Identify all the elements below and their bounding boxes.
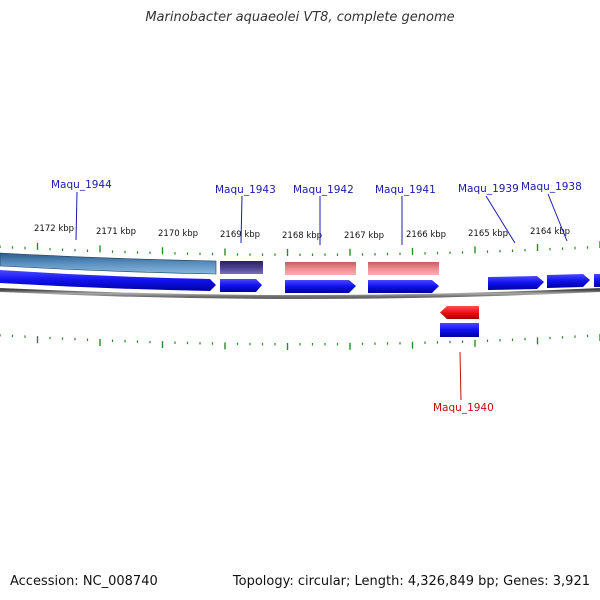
gene-label-maqu-1939[interactable]: Maqu_1939 [458,183,519,195]
gene-arrow-maqu-1942[interactable] [285,280,356,293]
feature-maqu-1942[interactable] [285,262,356,275]
gene-labels: Maqu_1944 Maqu_1943 Maqu_1942 Maqu_1941 … [51,179,582,414]
scale-label-2171: 2171 kbp [96,227,136,237]
gene-arrow-maqu-1939[interactable] [488,276,544,290]
gene-label-maqu-1941[interactable]: Maqu_1941 [375,184,436,196]
scale-label-2172: 2172 kbp [34,224,74,234]
label-leaders [75,191,568,401]
map-title: Marinobacter aquaeolei VT8, complete gen… [145,10,455,25]
leader-maqu-1943 [240,195,243,244]
feature-maqu-1941[interactable] [368,262,439,275]
forward-genes [0,270,600,293]
scale-labels: 2172 kbp 2171 kbp 2170 kbp 2169 kbp 2168… [34,224,570,241]
gene-arrow-partial[interactable] [594,274,600,287]
genome-backbone [0,288,600,299]
scale-label-2165: 2165 kbp [468,229,508,239]
gene-label-maqu-1938[interactable]: Maqu_1938 [521,181,582,193]
gene-label-maqu-1942[interactable]: Maqu_1942 [293,184,354,196]
scale-label-2166: 2166 kbp [406,230,446,240]
gene-arrow-maqu-1940[interactable] [440,306,479,319]
accession-text: Accession: NC_008740 [10,574,158,589]
scale-label-2167: 2167 kbp [344,231,384,241]
gene-block-maqu-1940[interactable] [440,323,479,337]
leader-maqu-1939 [485,195,516,244]
scale-label-2169: 2169 kbp [220,230,260,240]
gene-arrow-maqu-1938[interactable] [547,274,590,288]
feature-maqu-1943[interactable] [220,261,263,274]
gene-label-maqu-1943[interactable]: Maqu_1943 [215,184,276,196]
scale-label-2168: 2168 kbp [282,231,322,241]
scale-label-2170: 2170 kbp [158,229,198,239]
feature-maqu-1944[interactable] [0,252,217,275]
genome-summary-text: Topology: circular; Length: 4,326,849 bp… [232,574,590,589]
gene-label-maqu-1940[interactable]: Maqu_1940 [433,402,494,414]
gene-arrow-maqu-1944[interactable] [0,270,216,291]
reverse-genes [440,306,479,337]
scale-ticks-bottom [0,334,600,350]
leader-maqu-1938 [547,193,568,242]
leader-maqu-1940 [459,351,462,401]
feature-track [0,252,439,275]
scale-label-2164: 2164 kbp [530,227,570,237]
scale-ticks-top [0,241,600,256]
gene-arrow-maqu-1943[interactable] [220,279,262,292]
gene-arrow-maqu-1941[interactable] [368,280,439,293]
gene-label-maqu-1944[interactable]: Maqu_1944 [51,179,112,191]
leader-maqu-1944 [75,191,78,241]
